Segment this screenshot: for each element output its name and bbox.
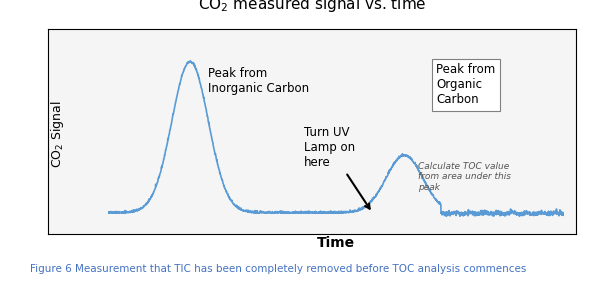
- Text: Figure 6 Measurement that TIC has been completely removed before TOC analysis co: Figure 6 Measurement that TIC has been c…: [30, 264, 526, 274]
- Text: Calculate TOC value
from area under this
peak: Calculate TOC value from area under this…: [418, 162, 511, 192]
- Text: Peak from
Organic
Carbon: Peak from Organic Carbon: [436, 63, 496, 106]
- Text: Time: Time: [317, 237, 355, 251]
- Text: CO$_2$ Signal: CO$_2$ Signal: [49, 100, 67, 168]
- Text: CO$_2$ measured signal vs. time: CO$_2$ measured signal vs. time: [198, 0, 426, 14]
- Text: Peak from
Inorganic Carbon: Peak from Inorganic Carbon: [208, 67, 310, 95]
- Text: Turn UV
Lamp on
here: Turn UV Lamp on here: [304, 127, 370, 209]
